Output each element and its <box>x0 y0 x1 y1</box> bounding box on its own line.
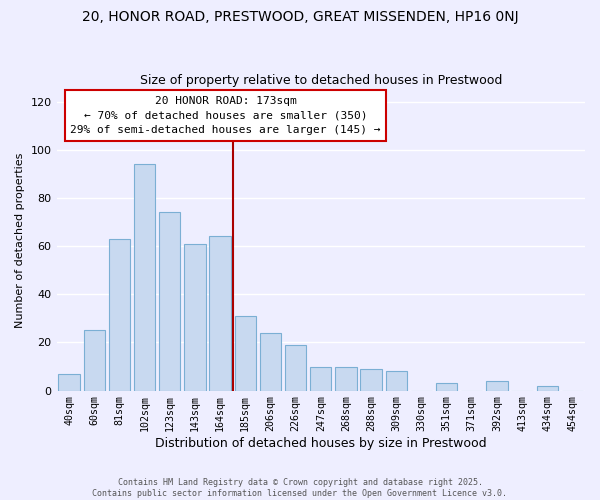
Bar <box>486 381 508 390</box>
Text: Contains HM Land Registry data © Crown copyright and database right 2025.
Contai: Contains HM Land Registry data © Crown c… <box>92 478 508 498</box>
Y-axis label: Number of detached properties: Number of detached properties <box>15 152 25 328</box>
Bar <box>285 345 307 391</box>
Bar <box>386 372 407 390</box>
Bar <box>58 374 80 390</box>
Bar <box>159 212 181 390</box>
Text: 20 HONOR ROAD: 173sqm
← 70% of detached houses are smaller (350)
29% of semi-det: 20 HONOR ROAD: 173sqm ← 70% of detached … <box>70 96 381 135</box>
Bar <box>184 244 206 390</box>
Bar <box>335 366 356 390</box>
Bar <box>109 239 130 390</box>
X-axis label: Distribution of detached houses by size in Prestwood: Distribution of detached houses by size … <box>155 437 487 450</box>
Text: 20, HONOR ROAD, PRESTWOOD, GREAT MISSENDEN, HP16 0NJ: 20, HONOR ROAD, PRESTWOOD, GREAT MISSEND… <box>82 10 518 24</box>
Bar <box>260 333 281 390</box>
Bar <box>134 164 155 390</box>
Bar <box>436 384 457 390</box>
Bar <box>361 369 382 390</box>
Bar <box>536 386 558 390</box>
Bar <box>209 236 231 390</box>
Bar <box>83 330 105 390</box>
Title: Size of property relative to detached houses in Prestwood: Size of property relative to detached ho… <box>140 74 502 87</box>
Bar <box>310 366 331 390</box>
Bar <box>235 316 256 390</box>
